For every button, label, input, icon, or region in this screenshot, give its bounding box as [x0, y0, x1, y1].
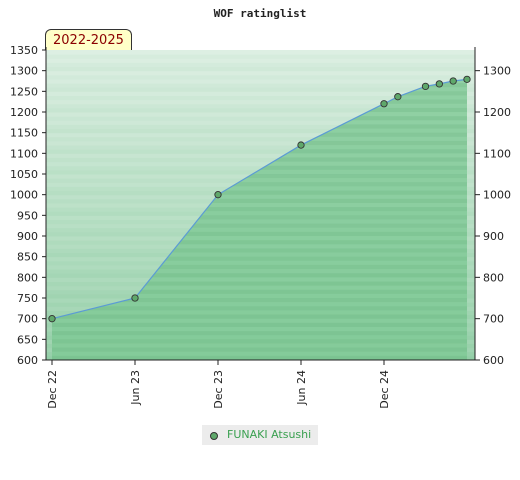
- grid-band: [46, 70, 475, 76]
- grid-band: [46, 58, 475, 63]
- legend: FUNAKI Atsushi: [202, 425, 318, 445]
- y-tick-label-left: 950: [17, 209, 38, 222]
- y-tick-label-right: 1200: [483, 106, 511, 119]
- y-tick-label-right: 600: [483, 354, 504, 367]
- grid-band: [46, 116, 475, 121]
- data-point: [449, 77, 457, 85]
- grid-band: [46, 95, 475, 101]
- y-tick-label-left: 700: [17, 313, 38, 326]
- legend-series-label: FUNAKI Atsushi: [227, 428, 312, 441]
- y-tick-label-left: 800: [17, 271, 38, 284]
- grid-band: [46, 103, 475, 109]
- grid-band: [46, 99, 475, 105]
- y-tick-label-left: 1100: [10, 147, 38, 160]
- grid-band: [46, 66, 475, 72]
- legend-marker: [210, 432, 218, 440]
- grid-band: [46, 124, 475, 130]
- y-tick-label-left: 600: [17, 354, 38, 367]
- grid-band: [46, 165, 475, 171]
- y-tick-label-left: 850: [17, 251, 38, 264]
- period-badge: 2022-2025: [45, 29, 132, 50]
- grid-band: [46, 62, 475, 68]
- data-point: [435, 80, 443, 88]
- series-line: [51, 78, 468, 320]
- y-tick-label-left: 1300: [10, 65, 38, 78]
- grid-band: [46, 132, 475, 138]
- y-tick-label-right: 1100: [483, 147, 511, 160]
- grid-band: [46, 153, 475, 158]
- grid-band: [46, 136, 475, 142]
- grid-band: [46, 87, 475, 92]
- y-tick-label-left: 1000: [10, 189, 38, 202]
- grid-band: [46, 128, 475, 134]
- grid-band: [46, 107, 475, 113]
- y-tick-label-left: 1050: [10, 168, 38, 181]
- y-tick-label-right: 1300: [483, 65, 511, 78]
- data-point: [48, 315, 56, 323]
- y-tick-label-right: 1000: [483, 189, 511, 202]
- y-tick-label-left: 900: [17, 230, 38, 243]
- y-tick-label-left: 1150: [10, 127, 38, 140]
- x-tick-label: Dec 23: [212, 370, 225, 409]
- data-point: [214, 191, 222, 199]
- grid-band: [46, 50, 475, 55]
- x-tick-label: Jun 24: [295, 370, 308, 406]
- grid-band: [46, 161, 475, 167]
- grid-band: [46, 157, 475, 163]
- y-tick-label-right: 900: [483, 230, 504, 243]
- y-tick-label-right: 700: [483, 313, 504, 326]
- chart-title: WOF ratinglist: [213, 7, 307, 20]
- y-tick-label-left: 1200: [10, 106, 38, 119]
- grid-band: [46, 140, 475, 146]
- series-area: [52, 79, 467, 360]
- grid-band: [46, 78, 475, 84]
- x-tick-label: Dec 22: [46, 370, 59, 409]
- x-tick-label: Dec 24: [378, 370, 391, 409]
- grid-band: [46, 145, 475, 150]
- data-point: [297, 141, 305, 149]
- y-tick-label-left: 1250: [10, 85, 38, 98]
- y-tick-label-left: 1350: [10, 44, 38, 57]
- data-point: [131, 294, 139, 302]
- data-point: [463, 75, 471, 83]
- grid-band: [46, 91, 475, 96]
- grid-band: [46, 112, 475, 117]
- y-tick-label-right: 800: [483, 271, 504, 284]
- y-tick-label-left: 750: [17, 292, 38, 305]
- grid-band: [46, 83, 475, 88]
- x-tick-label: Jun 23: [129, 370, 142, 406]
- grid-band: [46, 149, 475, 154]
- data-point: [380, 100, 388, 108]
- data-point: [421, 82, 430, 91]
- grid-band: [46, 120, 475, 125]
- y-tick-label-left: 650: [17, 333, 38, 346]
- data-point: [394, 93, 402, 101]
- grid-band: [46, 74, 475, 80]
- grid-band: [46, 54, 475, 59]
